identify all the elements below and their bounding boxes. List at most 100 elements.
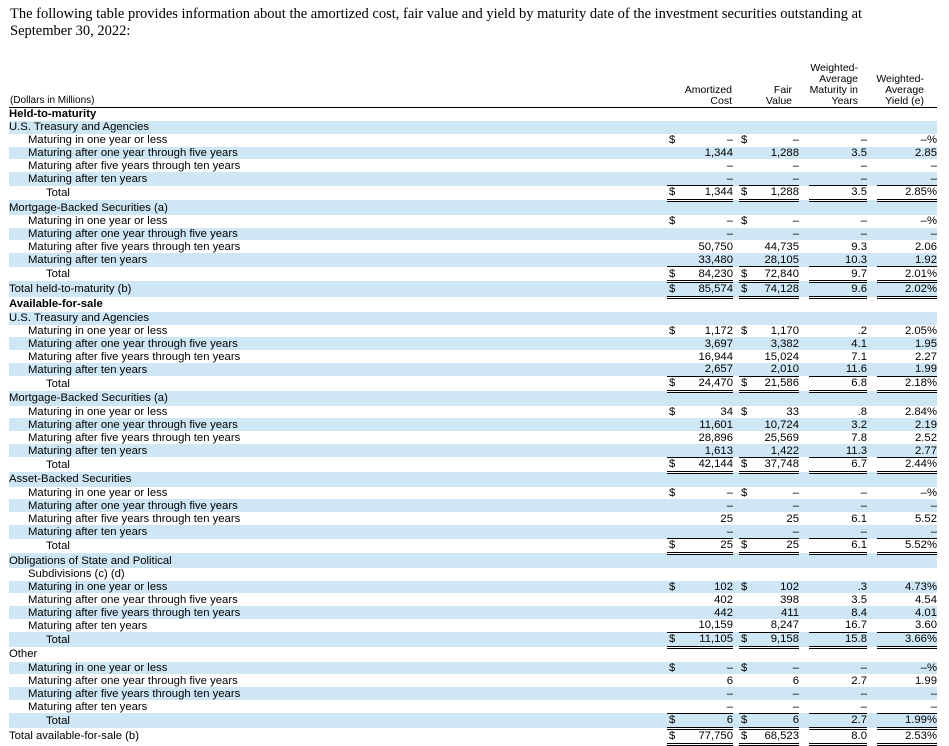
column-gap <box>799 350 809 363</box>
way-header-line-3: Yield (e) <box>885 95 924 107</box>
amortized-cost-currency <box>667 700 685 713</box>
wam-header-line-2: Average <box>819 73 858 85</box>
yield-value: 3.60 <box>915 619 937 632</box>
column-gap <box>733 444 739 458</box>
yield-value: – <box>930 159 937 172</box>
fair-value-currency: $ <box>739 185 757 202</box>
table-row: Maturing in one year or less $ – $ – – –% <box>9 487 937 500</box>
column-gap <box>867 606 877 620</box>
fair-value-value: 1,170 <box>770 324 799 337</box>
fair-value-currency <box>739 687 757 701</box>
fair-value-currency: $ <box>739 712 757 730</box>
column-gap <box>733 553 739 568</box>
amortized-cost-value <box>685 297 733 311</box>
row-label: Maturing after five years through ten ye… <box>9 687 667 701</box>
column-gap <box>867 215 877 228</box>
table-row: Maturing in one year or less $34 $33 .8 2.84… <box>9 406 937 419</box>
yield-value: – <box>877 227 937 241</box>
way-header-line-1: Weighted- <box>876 73 924 85</box>
column-gap <box>867 472 877 487</box>
amortized-cost-currency <box>667 444 685 458</box>
column-gap <box>867 253 877 267</box>
table-row: Maturing after one year through five yea… <box>9 337 937 351</box>
column-gap <box>733 146 739 160</box>
amortized-cost-value: 34 <box>720 405 733 418</box>
amortized-cost-currency <box>667 619 685 632</box>
yield-value: 2.05% <box>904 324 937 337</box>
fair-value-value: – <box>757 661 799 675</box>
amortized-cost-value: – <box>685 227 733 241</box>
amortized-cost-value: 102 <box>685 580 733 594</box>
fair-value-value: 37,748 <box>757 456 799 474</box>
table-row: U.S. Treasury and Agencies <box>9 311 937 325</box>
maturity-years-value: 7.1 <box>851 350 867 363</box>
fair-value-currency <box>739 512 757 525</box>
column-gap <box>867 391 877 406</box>
column-gap <box>867 539 877 554</box>
table-row: Other <box>9 647 937 661</box>
column-gap <box>799 391 809 406</box>
column-gap <box>799 227 809 241</box>
column-gap <box>799 431 809 444</box>
column-gap <box>799 376 809 391</box>
fair-value-currency: $ <box>739 728 757 746</box>
column-gap <box>733 120 739 134</box>
maturity-years-value: 3.5 <box>809 185 867 202</box>
row-label: Maturing after ten years <box>9 525 667 539</box>
column-gap <box>799 146 809 160</box>
amortized-cost-currency <box>667 120 685 134</box>
fair-value-value: 44,735 <box>764 240 799 253</box>
maturity-years-value: – <box>860 134 867 147</box>
amortized-cost-currency <box>667 593 685 606</box>
row-label: Available-for-sale <box>9 298 103 311</box>
yield-value: 2.77 <box>877 444 937 458</box>
column-gap <box>867 363 877 377</box>
amortized-cost-currency <box>667 499 685 513</box>
fair-value-header-line-2: Value <box>765 95 792 107</box>
yield-value: –% <box>877 661 937 675</box>
amortized-cost-value: 1,613 <box>685 444 733 458</box>
yield-value: 2.06 <box>915 240 937 253</box>
amortized-cost-value: 84,230 <box>685 266 733 283</box>
column-gap <box>867 580 877 594</box>
fair-value-currency <box>739 146 757 160</box>
fair-value-value: 3,382 <box>757 337 799 351</box>
column-gap <box>799 525 809 539</box>
fair-value-value: 25 <box>786 512 799 525</box>
column-gap <box>799 267 809 282</box>
maturity-years-value: 9.3 <box>851 240 867 253</box>
row-label: Maturing in one year or less <box>28 134 168 147</box>
maturity-years-value <box>809 647 867 661</box>
column-gap <box>799 311 809 325</box>
column-gap <box>867 186 877 201</box>
row-label: Total <box>46 377 70 390</box>
column-gap <box>867 159 877 172</box>
column-gap <box>867 568 877 581</box>
maturity-years-value <box>809 568 867 581</box>
table-row: Obligations of State and Political <box>9 553 937 568</box>
column-gap <box>799 159 809 172</box>
fair-value-currency <box>739 674 757 687</box>
column-gap <box>799 568 809 581</box>
row-label: Held-to-maturity <box>9 108 97 121</box>
column-gap <box>733 661 739 675</box>
row-label: Maturing after one year through five yea… <box>9 499 667 513</box>
column-gap <box>867 281 877 298</box>
fair-value-value: 33 <box>786 405 799 418</box>
column-gap <box>867 674 877 687</box>
amortized-cost-value: 16,944 <box>698 350 733 363</box>
maturity-years-value: 7.8 <box>851 431 867 444</box>
row-label: Obligations of State and Political <box>9 553 667 568</box>
column-gap <box>799 713 809 729</box>
fair-value-value: 102 <box>757 580 799 594</box>
maturity-years-value: 2.7 <box>809 712 867 730</box>
fair-value-currency <box>739 391 757 406</box>
maturity-years-value: 15.8 <box>809 631 867 649</box>
fair-value-currency <box>739 606 757 620</box>
amortized-cost-value: 6 <box>685 712 733 730</box>
row-label: Maturing in one year or less <box>28 487 168 500</box>
column-gap <box>799 539 809 554</box>
amortized-cost-header-line-1: Amortized <box>684 84 732 96</box>
wam-header-line-3: Maturity in <box>809 84 858 96</box>
table-row: Total $24,470 $21,586 6.8 2.18% <box>9 375 937 393</box>
